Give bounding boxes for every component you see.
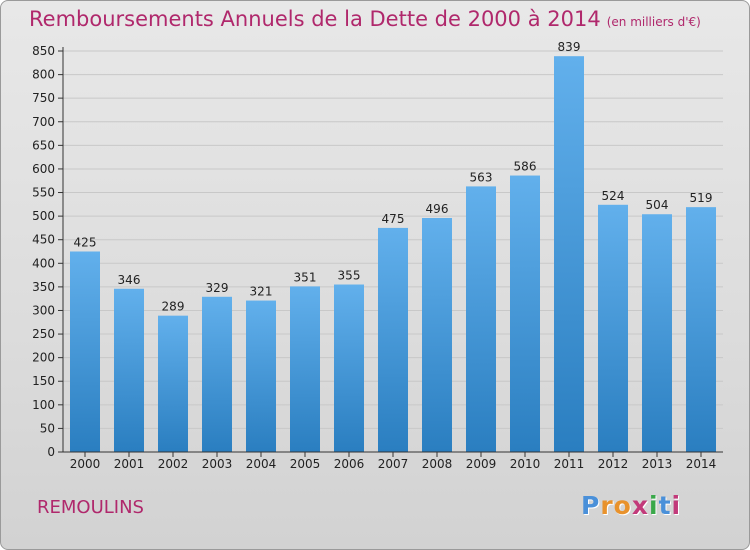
y-tick-label: 300 [32, 303, 55, 317]
y-tick-label: 350 [32, 280, 55, 294]
x-tick-label: 2001 [114, 457, 145, 471]
bar-value-label: 563 [470, 170, 493, 184]
bar-value-label: 586 [514, 160, 537, 174]
x-tick-label: 2002 [158, 457, 189, 471]
logo-letter: P [581, 491, 601, 520]
x-tick-label: 2011 [554, 457, 585, 471]
bar-value-label: 355 [338, 269, 361, 283]
x-tick-label: 2013 [642, 457, 673, 471]
y-tick-label: 800 [32, 68, 55, 82]
bar-2012 [598, 204, 628, 452]
chart-title-text: Remboursements Annuels de la Dette de 20… [29, 7, 601, 31]
y-tick-label: 550 [32, 186, 55, 200]
y-tick-label: 700 [32, 115, 55, 129]
bar-value-label: 519 [690, 191, 713, 205]
bar-2011 [554, 56, 584, 452]
bar-value-label: 321 [250, 285, 273, 299]
y-tick-label: 400 [32, 256, 55, 270]
bar-2014 [686, 207, 716, 452]
commune-name: REMOULINS [37, 497, 144, 518]
bars: 425 346 289 329 321 351 355 475 496 563 586 839 524 5… [70, 40, 716, 452]
y-tick-label: 100 [32, 398, 55, 412]
logo-letter: x [631, 491, 649, 520]
bar-value-label: 475 [382, 212, 405, 226]
x-tick-label: 2003 [202, 457, 233, 471]
logo-letter: o [613, 491, 632, 520]
x-tick-label: 2004 [246, 457, 277, 471]
x-tick-label: 2006 [334, 457, 365, 471]
x-tick-label: 2010 [510, 457, 541, 471]
bar-2007 [378, 227, 408, 452]
x-tick-label: 2014 [686, 457, 717, 471]
y-tick-label: 650 [32, 138, 55, 152]
bar-value-label: 329 [206, 281, 229, 295]
bar-2004 [246, 300, 276, 452]
bar-2010 [510, 175, 540, 452]
bar-2005 [290, 286, 320, 452]
chart-title: Remboursements Annuels de la Dette de 20… [29, 7, 701, 31]
y-tick-label: 600 [32, 162, 55, 176]
bar-value-label: 504 [646, 198, 669, 212]
y-axis: 0 50 100 150 200 250 300 350 400 450 500 550 600 650 7… [32, 44, 64, 459]
chart-unit: (en milliers d'€) [606, 15, 701, 29]
bar-value-label: 346 [118, 273, 141, 287]
bar-value-label: 839 [558, 40, 581, 54]
y-tick-label: 50 [40, 421, 55, 435]
x-tick-label: 2008 [422, 457, 453, 471]
bar-value-label: 351 [294, 270, 317, 284]
x-axis: 2000 2001 2002 2003 2004 2005 2006 2007 2008 2009… [63, 451, 723, 471]
y-tick-label: 450 [32, 233, 55, 247]
logo-letter: r [600, 491, 614, 520]
x-tick-label: 2009 [466, 457, 497, 471]
bar-value-label: 524 [602, 189, 625, 203]
bar-2002 [158, 315, 188, 452]
bar-2013 [642, 214, 672, 452]
bar-2009 [466, 186, 496, 452]
x-tick-label: 2000 [70, 457, 101, 471]
bar-value-label: 289 [162, 300, 185, 314]
bar-2008 [422, 218, 452, 452]
bar-2006 [334, 284, 364, 452]
y-tick-label: 150 [32, 374, 55, 388]
x-tick-label: 2012 [598, 457, 629, 471]
logo-letter: t [658, 491, 672, 520]
bar-value-label: 496 [426, 202, 449, 216]
x-tick-label: 2007 [378, 457, 409, 471]
y-tick-label: 500 [32, 209, 55, 223]
bar-2000 [70, 251, 100, 452]
x-tick-label: 2005 [290, 457, 321, 471]
bar-2001 [114, 288, 144, 452]
bar-value-label: 425 [74, 236, 97, 250]
y-tick-label: 750 [32, 91, 55, 105]
y-tick-label: 250 [32, 327, 55, 341]
bar-2003 [202, 296, 232, 452]
logo-letter: i [671, 491, 682, 520]
proxiti-logo[interactable]: Proxiti [581, 491, 681, 520]
y-tick-label: 0 [47, 445, 55, 459]
y-tick-label: 850 [32, 44, 55, 58]
logo-letter: i [649, 491, 659, 520]
y-tick-label: 200 [32, 351, 55, 365]
